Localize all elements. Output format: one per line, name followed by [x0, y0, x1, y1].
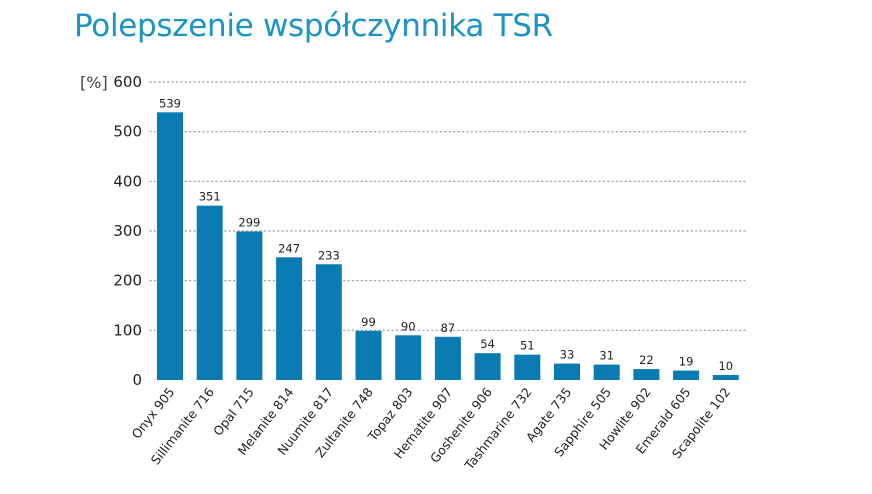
bars	[157, 112, 739, 381]
bar	[276, 257, 303, 380]
bar	[395, 335, 422, 380]
y-tick-label: 600	[113, 73, 142, 91]
bar	[236, 231, 263, 380]
y-tick-label: 500	[113, 123, 142, 141]
bar	[554, 363, 580, 380]
bar-value-label: 19	[679, 355, 694, 369]
bar-value-label: 299	[238, 215, 260, 229]
bar-value-label: 90	[401, 319, 416, 333]
bar-value-label: 10	[718, 359, 733, 373]
bar	[474, 353, 501, 380]
bar	[712, 375, 739, 380]
bar	[315, 264, 342, 380]
bar-value-label: 351	[199, 190, 221, 204]
bar	[514, 354, 541, 380]
bar	[593, 364, 620, 380]
bar	[633, 369, 660, 380]
bar-value-label: 33	[560, 348, 575, 362]
bar-value-label: 247	[278, 241, 300, 255]
bar	[157, 112, 183, 381]
gridlines	[149, 81, 749, 331]
bar-value-label: 539	[159, 96, 181, 110]
bar-value-label: 51	[520, 339, 535, 353]
y-tick-label: 200	[113, 272, 142, 290]
bar-value-label: 22	[639, 353, 654, 367]
y-tick-label: 0	[132, 371, 142, 389]
y-tick-label: 100	[113, 321, 142, 339]
y-tick-label: 300	[113, 222, 142, 240]
bar-value-label: 31	[599, 349, 614, 363]
bar	[196, 205, 223, 380]
bar-value-label: 87	[441, 321, 456, 335]
bar	[355, 330, 382, 380]
bar-value-label: 54	[480, 337, 495, 351]
bar-value-label: 233	[318, 248, 340, 262]
y-tick-label: 400	[113, 172, 142, 190]
bar	[673, 370, 700, 380]
y-axis: 0 100 200 300 400 500 600	[113, 73, 142, 389]
chart-title: Polepszenie współczynnika TSR	[74, 8, 553, 44]
y-axis-label: [%]	[80, 73, 108, 92]
bar-value-label: 99	[361, 315, 376, 329]
value-labels: 539 351 299 247 233 99 90 87 54 51 33 31 22 19 10	[159, 96, 733, 373]
bar	[434, 336, 461, 380]
